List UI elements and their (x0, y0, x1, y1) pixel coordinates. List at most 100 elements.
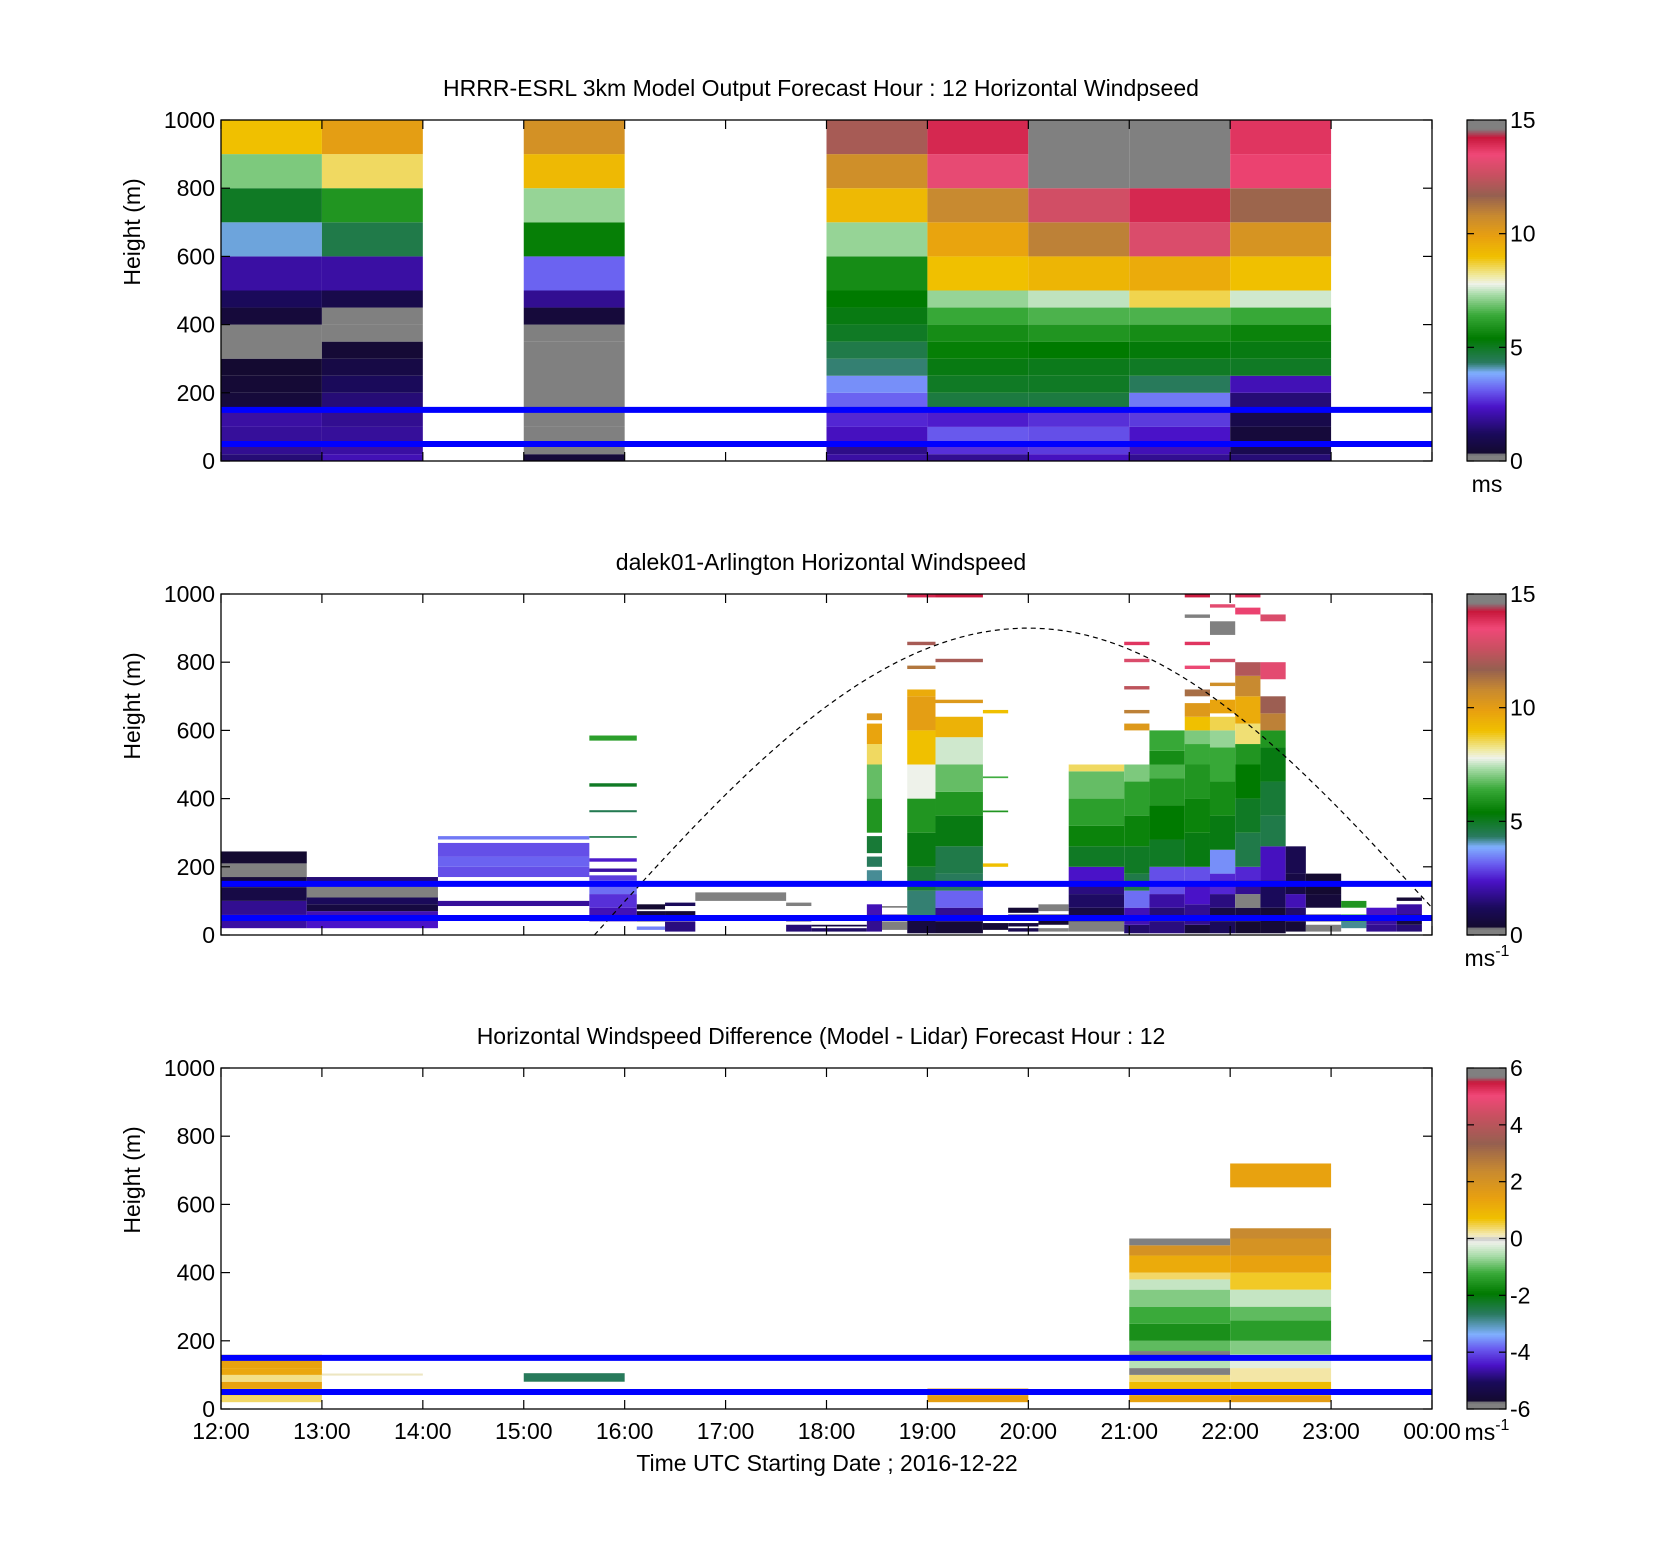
heatmap-cell (982, 923, 1009, 930)
colorbar-segment (1467, 784, 1506, 788)
colorbar-segment (1467, 856, 1506, 860)
colorbar-segment (1467, 1092, 1506, 1095)
colorbar-segment (1467, 1384, 1506, 1388)
colorbar-segment (1467, 612, 1506, 615)
heatmap-cell (927, 392, 1029, 410)
heatmap-cell (1068, 771, 1125, 799)
heatmap-cell (1068, 894, 1125, 908)
heatmap-cell (523, 120, 625, 155)
colorbar-segment (1467, 332, 1506, 336)
colorbar-segment (1467, 214, 1506, 217)
heatmap-cell (1305, 924, 1342, 932)
heatmap-cell (1129, 290, 1231, 308)
heatmap-cell (221, 256, 322, 291)
heatmap-cell (1209, 815, 1236, 850)
heatmap-cell (523, 188, 625, 223)
colorbar-segment (1467, 1128, 1506, 1131)
heatmap-cell (1008, 923, 1039, 927)
heatmap-cell (927, 454, 1029, 461)
colorbar-segment (1467, 1074, 1506, 1077)
colorbar-segment (1467, 142, 1506, 145)
colorbar-segment (1467, 794, 1506, 798)
colorbar-segment (1467, 818, 1506, 822)
colorbar-segment (1467, 704, 1506, 707)
heatmap-cell (1124, 709, 1150, 714)
heatmap-cell (1124, 815, 1150, 847)
heatmap-cell (907, 665, 936, 670)
colorbar-segment (1467, 1266, 1506, 1270)
colorbar-segment (1467, 728, 1506, 731)
heatmap-cell (1230, 1238, 1332, 1256)
heatmap-cell (927, 222, 1029, 257)
colorbar-segment (1467, 408, 1506, 412)
heatmap-cell (1129, 1368, 1231, 1375)
heatmap-cell (321, 358, 423, 376)
heatmap-cell (1235, 723, 1261, 745)
colorbar-segment (1467, 392, 1506, 396)
x-tick-label: 13:00 (293, 1418, 351, 1444)
heatmap-cell (1230, 222, 1332, 257)
colorbar-segment (1467, 202, 1506, 205)
colorbar-segment (1467, 714, 1506, 717)
colorbar-segment (1467, 908, 1506, 912)
colorbar-segment (1467, 128, 1506, 131)
heatmap-cell (1028, 120, 1130, 189)
y-tick-label: 0 (202, 1396, 215, 1422)
colorbar-segment (1467, 1134, 1506, 1137)
colorbar-segment (1467, 1242, 1506, 1246)
colorbar-segment (1467, 1350, 1506, 1354)
heatmap-cell (1124, 686, 1150, 690)
heatmap-cell (927, 256, 1029, 291)
colorbar-segment (1467, 132, 1506, 135)
heatmap-cell (321, 307, 423, 325)
colorbar-segment (1467, 594, 1506, 597)
colorbar-segment (1467, 190, 1506, 193)
heatmap-cell (321, 375, 423, 393)
colorbar-segment (1467, 1244, 1506, 1248)
heatmap-cell (1230, 324, 1332, 342)
colorbar-segment (1467, 1150, 1506, 1153)
colorbar: 0 5 10 15 (1466, 107, 1536, 474)
y-axis-label: Height (m) (119, 178, 145, 285)
colorbar-segment (1467, 180, 1506, 183)
heatmap-cell (1235, 832, 1261, 867)
colorbar-segment (1467, 212, 1506, 215)
colorbar-tick-label: 5 (1510, 808, 1523, 834)
colorbar-segment (1467, 1188, 1506, 1191)
panel-lidar: dalek01-Arlington Horizontal Windspeed H… (119, 549, 1536, 971)
colorbar-segment (1467, 618, 1506, 621)
heatmap-cell (589, 735, 637, 741)
colorbar-segment (1467, 262, 1506, 266)
heatmap-cell (1149, 778, 1185, 806)
colorbar-tick-label: 0 (1510, 448, 1523, 474)
colorbar-segment (1467, 658, 1506, 661)
colorbar-segment (1467, 442, 1506, 446)
colorbar-segment (1467, 450, 1506, 454)
heatmap-cell (1235, 744, 1261, 765)
colorbar-segment (1467, 628, 1506, 631)
heatmap-cell (1028, 409, 1130, 427)
heatmap-cell (1230, 1368, 1332, 1382)
heatmap-cell (1124, 924, 1150, 934)
colorbar-segment (1467, 1308, 1506, 1312)
colorbar-segment (1467, 804, 1506, 808)
colorbar-segment (1467, 378, 1506, 382)
heatmap-cell (927, 341, 1029, 359)
heatmap-cell (1028, 188, 1130, 223)
colorbar-segment (1467, 1194, 1506, 1197)
heatmap-cell (1230, 1320, 1332, 1341)
heatmap-cell (1129, 1340, 1231, 1352)
x-axis-label: Time UTC Starting Date ; 2016-12-22 (636, 1450, 1017, 1476)
colorbar-segment (1467, 800, 1506, 804)
colorbar-segment (1467, 746, 1506, 750)
colorbar-segment (1467, 296, 1506, 300)
colorbar-segment (1467, 200, 1506, 203)
heatmap-cell (866, 798, 883, 833)
heatmap-cell (523, 454, 625, 461)
colorbar-segment (1467, 676, 1506, 679)
colorbar-segment (1467, 276, 1506, 280)
heatmap-cell (589, 875, 637, 881)
heatmap-cell (221, 863, 307, 878)
heatmap-cell (1285, 846, 1306, 874)
colorbar-segment (1467, 1136, 1506, 1139)
